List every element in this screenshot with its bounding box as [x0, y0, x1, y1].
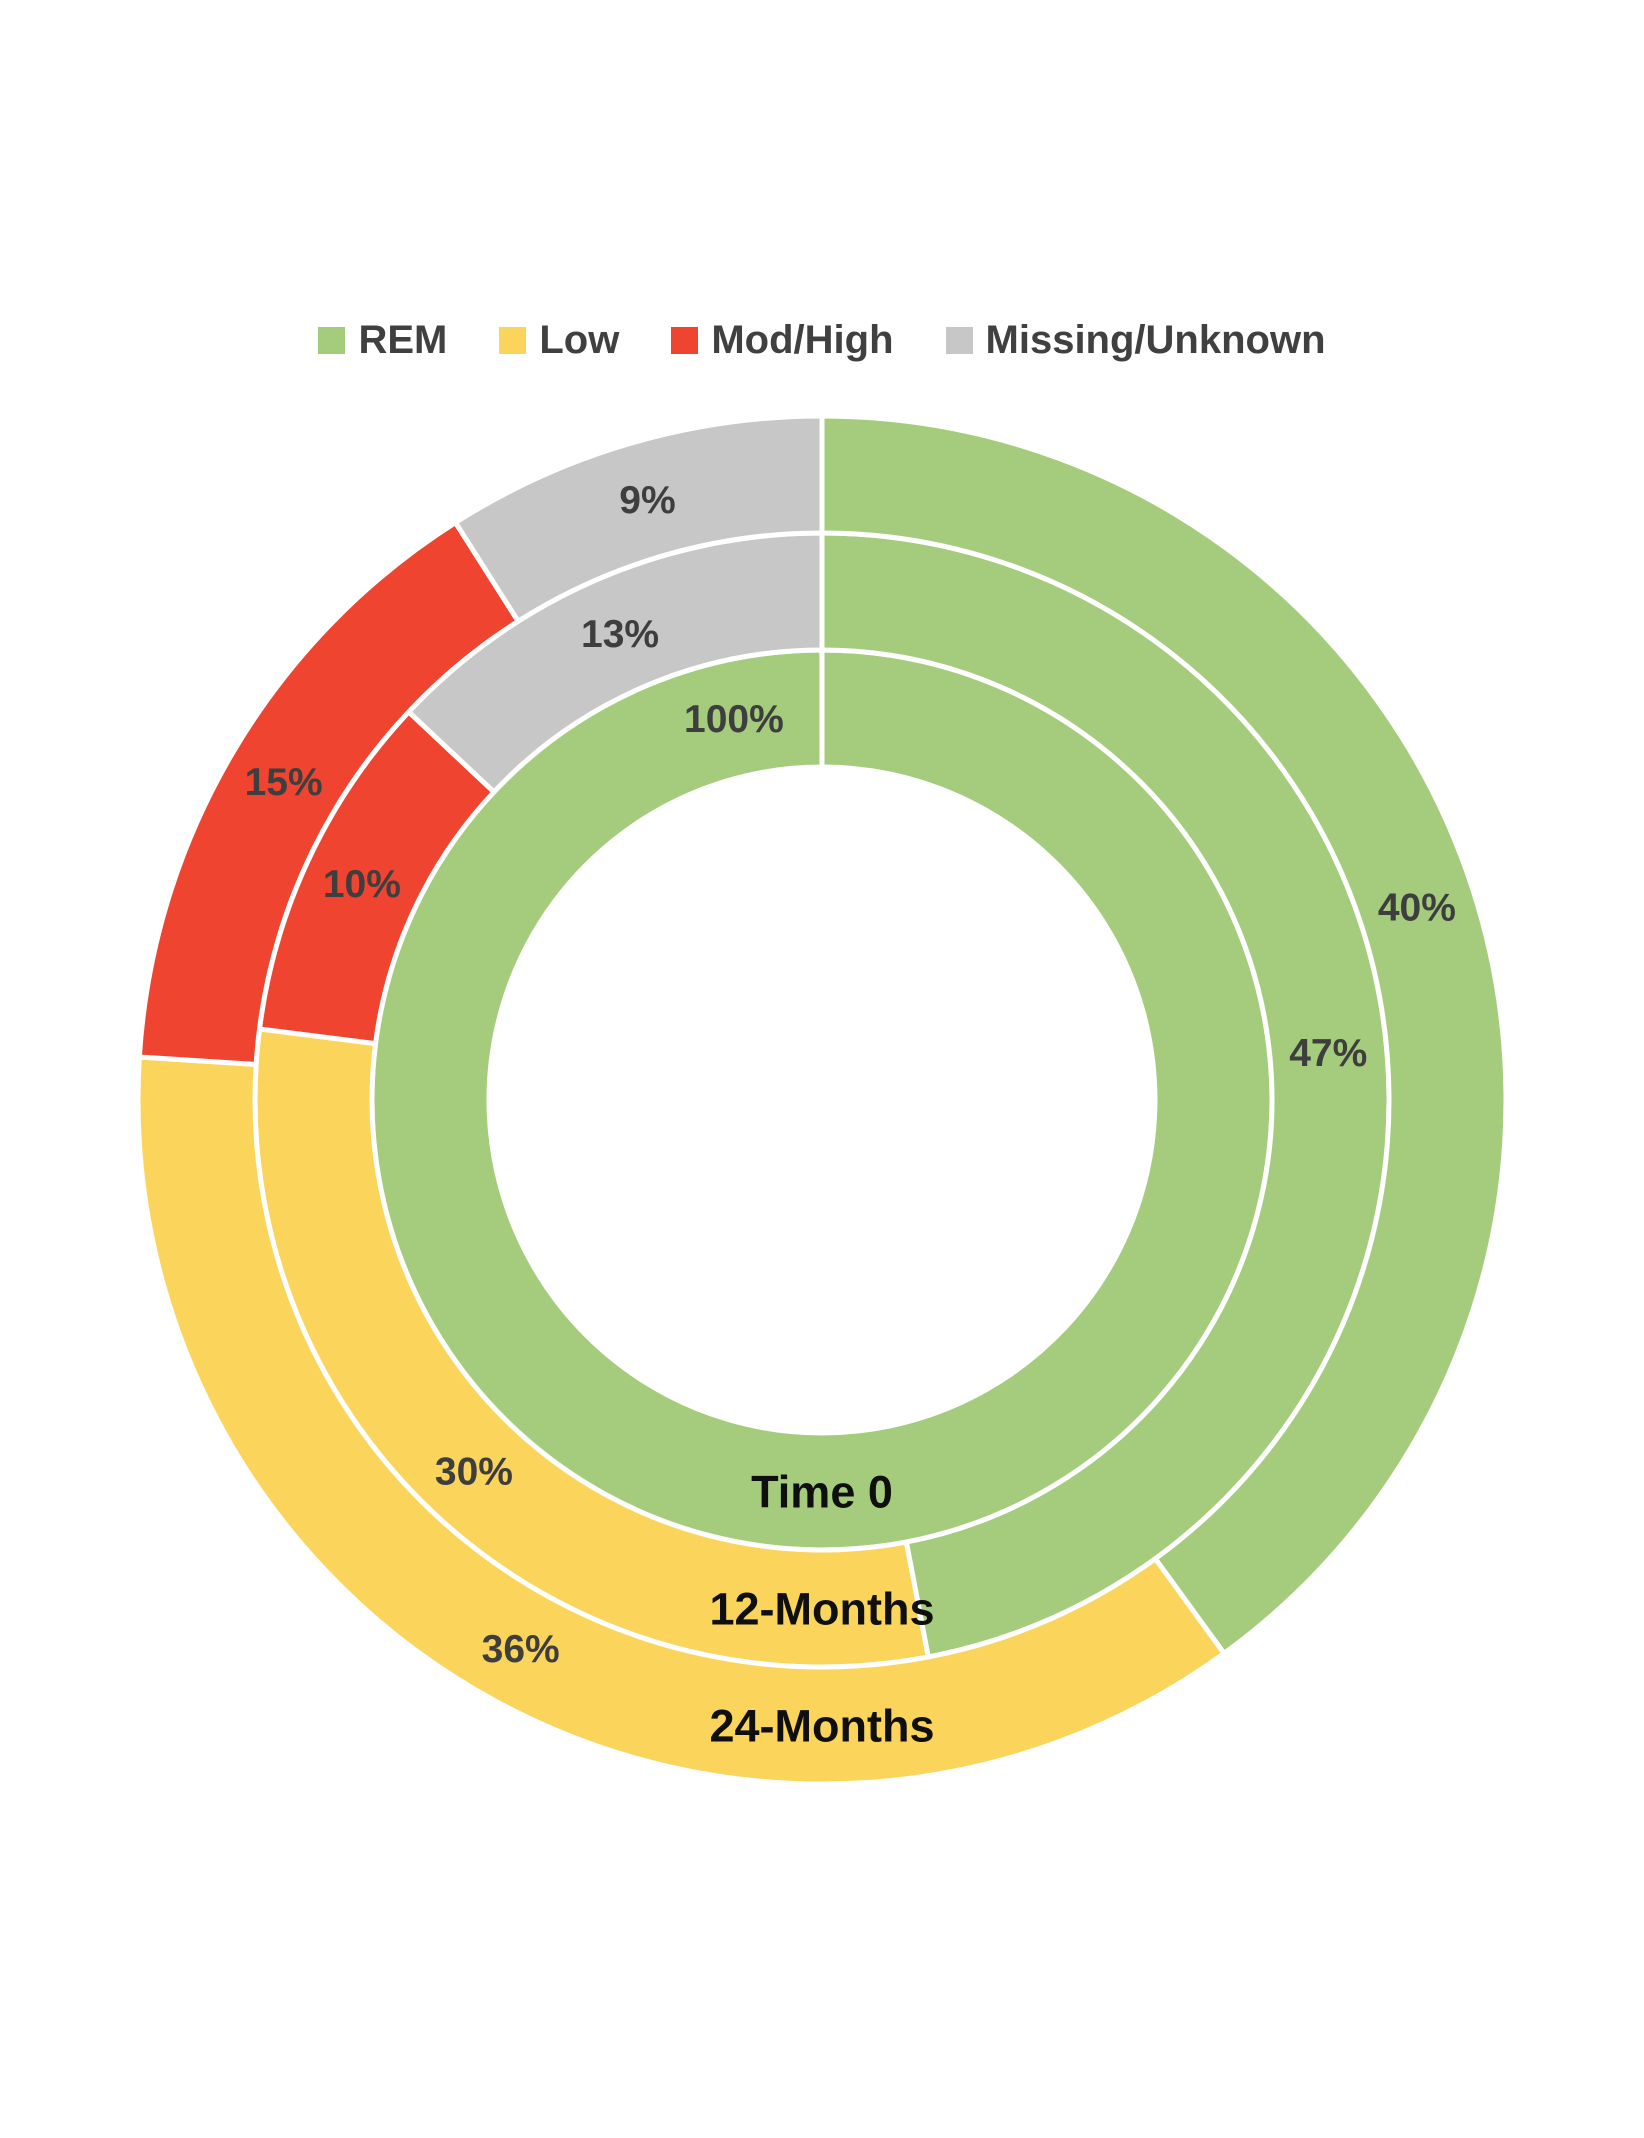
legend-marker-icon — [499, 327, 527, 354]
legend-label: Low — [539, 318, 620, 362]
legend-item-missing-unknown: Missing/Unknown — [945, 318, 1326, 363]
legend-label: Mod/High — [711, 318, 894, 362]
legend-item-low: Low — [499, 318, 619, 363]
segment-label-12-months-mod-high: 10% — [323, 863, 401, 906]
legend-marker-icon — [318, 327, 346, 354]
segment-label-time-0-rem: 100% — [684, 698, 784, 741]
segment-label-12-months-rem: 47% — [1289, 1032, 1367, 1075]
segment-label-24-months-low: 36% — [482, 1628, 560, 1671]
legend-label: Missing/Unknown — [985, 318, 1326, 362]
segment-label-12-months-missing-unknown: 13% — [581, 613, 659, 656]
segment-24-months-low — [135, 1054, 1227, 1787]
segment-24-months-missing-unknown — [452, 413, 825, 624]
legend-item-rem: REM — [318, 318, 447, 363]
segment-time-0-rem — [369, 647, 1275, 1553]
ring-label-24-months: 24-Months — [710, 1700, 935, 1751]
legend-item-mod-high: Mod/High — [671, 318, 894, 363]
segment-label-24-months-mod-high: 15% — [245, 761, 323, 804]
ring-label-time-0: Time 0 — [751, 1466, 893, 1517]
ring-label-12-months: 12-Months — [710, 1583, 935, 1634]
segment-label-12-months-low: 30% — [435, 1450, 513, 1493]
segment-label-24-months-missing-unknown: 9% — [619, 479, 675, 522]
legend-marker-icon — [945, 327, 973, 354]
legend-marker-icon — [671, 327, 699, 354]
legend-label: REM — [358, 318, 448, 362]
segment-24-months-rem — [819, 413, 1509, 1656]
chart-legend: REM Low Mod/High Missing/Unknown — [0, 318, 1644, 363]
segment-label-24-months-rem: 40% — [1378, 886, 1456, 929]
